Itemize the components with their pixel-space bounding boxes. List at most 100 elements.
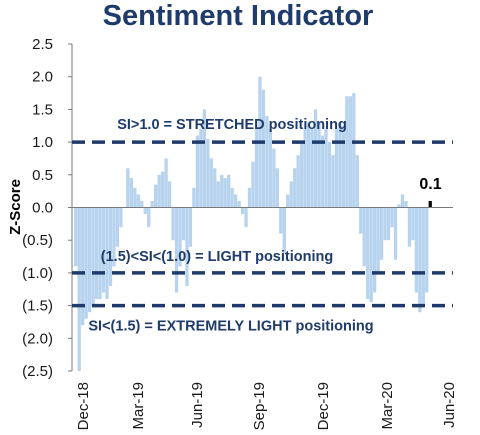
bar bbox=[404, 200, 408, 208]
bar bbox=[244, 207, 248, 228]
bar bbox=[81, 207, 85, 326]
threshold-label: SI<(1.5) = EXTREMELY LIGHT positioning bbox=[88, 319, 373, 335]
bar bbox=[233, 194, 238, 208]
bar bbox=[379, 207, 384, 260]
bar bbox=[227, 174, 231, 208]
bar bbox=[366, 207, 370, 300]
bar bbox=[400, 194, 405, 208]
bar bbox=[306, 122, 311, 208]
bar bbox=[119, 207, 123, 228]
bar bbox=[240, 207, 245, 215]
x-tick-label: Sep-19 bbox=[251, 382, 268, 430]
x-tick-label: Jun-19 bbox=[189, 382, 206, 428]
bar bbox=[268, 129, 273, 208]
bar bbox=[331, 155, 335, 208]
bar bbox=[293, 168, 297, 208]
bar bbox=[383, 207, 387, 241]
bar bbox=[334, 129, 339, 208]
y-tick-label: (1.0) bbox=[22, 265, 53, 282]
threshold-label: (1.5)<SI<(1.0) = LIGHT positioning bbox=[101, 249, 333, 265]
bar bbox=[147, 207, 151, 228]
annotations: SI>1.0 = STRETCHED positioning (1.5)<SI<(… bbox=[88, 117, 441, 335]
bar bbox=[428, 200, 432, 208]
bar bbox=[300, 142, 304, 208]
bar bbox=[91, 207, 95, 306]
bar bbox=[98, 207, 102, 300]
bar bbox=[84, 207, 88, 319]
bar bbox=[223, 178, 227, 208]
bar bbox=[154, 184, 158, 208]
bar bbox=[355, 155, 359, 208]
x-tick-label: Mar-19 bbox=[130, 382, 147, 430]
bar bbox=[220, 174, 224, 208]
y-tick-label: (1.5) bbox=[22, 298, 53, 315]
bar bbox=[105, 207, 109, 300]
bar bbox=[289, 181, 293, 208]
bar bbox=[261, 89, 266, 208]
bar bbox=[237, 200, 241, 208]
bar bbox=[275, 168, 279, 208]
bar bbox=[272, 148, 276, 208]
bar bbox=[88, 207, 92, 313]
x-tick-label: Mar-20 bbox=[379, 382, 396, 430]
bar bbox=[247, 187, 252, 208]
bar bbox=[101, 207, 106, 293]
bar bbox=[188, 207, 193, 247]
bar bbox=[143, 207, 147, 215]
y-tick-label: (2.0) bbox=[22, 330, 53, 347]
bar bbox=[397, 204, 401, 208]
bar bbox=[310, 129, 314, 208]
bar bbox=[320, 135, 325, 208]
bar bbox=[345, 96, 349, 208]
y-tick-label: 0.0 bbox=[32, 200, 53, 217]
bar bbox=[279, 207, 283, 234]
bar bbox=[216, 181, 220, 208]
bar bbox=[94, 207, 99, 300]
bar bbox=[418, 207, 422, 313]
bar bbox=[324, 129, 328, 208]
bar bbox=[108, 207, 113, 286]
bar bbox=[341, 125, 346, 208]
bar bbox=[164, 158, 168, 208]
bar bbox=[376, 207, 380, 273]
last-value-label: 0.1 bbox=[419, 176, 441, 193]
y-tick-label: (0.5) bbox=[22, 232, 53, 249]
bar bbox=[133, 187, 137, 208]
x-tick-label: Dec-18 bbox=[75, 382, 92, 430]
bar bbox=[167, 181, 172, 208]
bar bbox=[157, 174, 161, 208]
bar bbox=[185, 207, 189, 286]
bar bbox=[313, 109, 318, 208]
bar bbox=[352, 93, 356, 208]
bar bbox=[327, 142, 332, 208]
y-tick-label: 1.5 bbox=[32, 101, 53, 118]
y-tick-label: (2.5) bbox=[22, 363, 53, 380]
bar bbox=[303, 129, 307, 208]
threshold-label: SI>1.0 = STRETCHED positioning bbox=[117, 117, 347, 133]
bar bbox=[369, 207, 373, 303]
bar bbox=[338, 122, 342, 208]
bar bbox=[407, 207, 412, 247]
y-tick-label: 2.5 bbox=[32, 36, 53, 53]
bar bbox=[282, 207, 286, 254]
bar bbox=[373, 207, 377, 293]
bar bbox=[192, 187, 196, 208]
bar bbox=[202, 109, 206, 208]
bar bbox=[136, 194, 140, 208]
bar bbox=[77, 207, 81, 371]
bar bbox=[150, 200, 154, 208]
bar bbox=[178, 207, 182, 267]
bar bbox=[160, 171, 165, 208]
bar bbox=[129, 178, 133, 208]
bar bbox=[421, 207, 425, 306]
bar bbox=[181, 207, 186, 241]
y-axis-label: Z-Score bbox=[7, 179, 24, 235]
bar bbox=[393, 207, 398, 260]
axes: 2.5 2.0 1.5 1.0 0.5 0.0 (0.5) (1.0) (1.5) (2.0) (2… bbox=[22, 36, 458, 430]
bar bbox=[414, 207, 418, 293]
bar bbox=[317, 122, 321, 208]
bar bbox=[362, 207, 366, 267]
bar bbox=[115, 207, 120, 247]
bar bbox=[411, 207, 415, 241]
